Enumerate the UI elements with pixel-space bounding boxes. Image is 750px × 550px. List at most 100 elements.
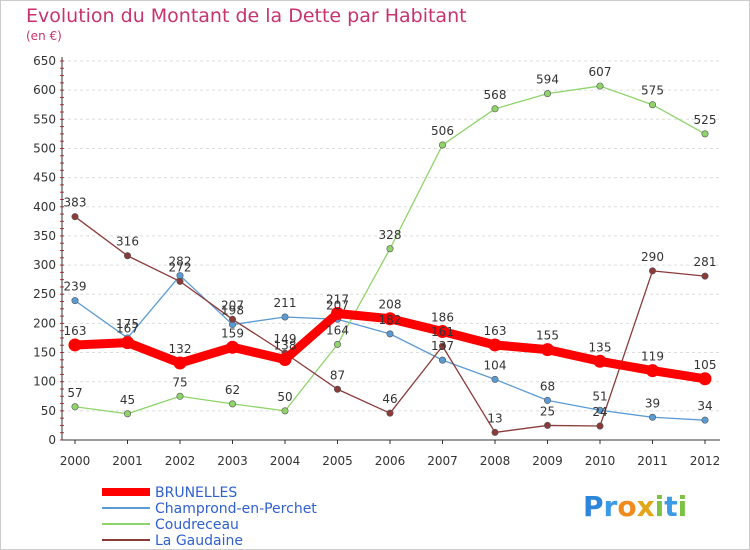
- data-point-0-7: [436, 325, 449, 339]
- x-tick-label-2009: 2009: [532, 454, 563, 468]
- x-tick-label-2001: 2001: [112, 454, 143, 468]
- legend-label-0: BRUNELLES: [155, 485, 237, 501]
- data-point-3-11: [648, 267, 656, 275]
- data-point-0-8: [488, 338, 502, 352]
- chart-subtitle: (en €): [26, 29, 62, 43]
- x-tick-label-2008: 2008: [480, 454, 511, 468]
- data-point-0-4: [278, 353, 292, 367]
- x-tick-label-2006: 2006: [375, 454, 406, 468]
- data-label-2-12: 525: [694, 113, 717, 127]
- data-point-0-1: [121, 336, 134, 350]
- y-tick-label-200: 200: [33, 316, 56, 330]
- data-label-2-0: 57: [67, 386, 82, 400]
- data-label-2-9: 594: [536, 73, 559, 87]
- data-point-3-10: [596, 422, 604, 430]
- data-label-0-12: 105: [694, 358, 717, 372]
- data-point-0-10: [593, 354, 607, 368]
- data-label-0-1: 167: [116, 322, 139, 336]
- data-point-1-7: [438, 356, 446, 364]
- y-tick-label-50: 50: [41, 404, 56, 418]
- y-tick-label-600: 600: [33, 83, 56, 97]
- y-tick-label-250: 250: [33, 287, 56, 301]
- chart-title: Evolution du Montant de la Dette par Hab…: [26, 5, 467, 27]
- data-label-2-6: 328: [379, 228, 402, 242]
- x-tick-label-2007: 2007: [427, 454, 458, 468]
- data-point-1-11: [648, 413, 656, 421]
- y-tick-label-400: 400: [33, 200, 56, 214]
- x-tick-label-2012: 2012: [690, 454, 721, 468]
- data-label-1-4: 211: [274, 296, 297, 310]
- data-point-0-2: [173, 356, 187, 370]
- logo-letter: o: [617, 490, 636, 523]
- data-point-2-0: [71, 403, 79, 411]
- logo-letter: P: [583, 490, 604, 523]
- y-tick-label-300: 300: [33, 258, 56, 272]
- data-point-3-2: [176, 277, 184, 285]
- data-label-1-3: 198: [221, 304, 244, 318]
- legend-label-1: Champrond-en-Perchet: [155, 501, 317, 517]
- data-label-0-3: 159: [221, 326, 244, 340]
- data-label-3-1: 316: [116, 235, 139, 249]
- data-point-1-10: [596, 406, 604, 414]
- data-point-2-3: [229, 400, 237, 408]
- data-point-2-5: [333, 340, 341, 348]
- data-point-0-6: [383, 312, 397, 326]
- data-label-0-6: 208: [379, 298, 402, 312]
- y-tick-label-350: 350: [33, 229, 56, 243]
- data-label-1-0: 239: [64, 280, 87, 294]
- series-layer: [68, 82, 712, 436]
- x-tick-label-2011: 2011: [637, 454, 668, 468]
- proxiti-logo: Proxiti: [583, 490, 687, 523]
- data-label-3-12: 281: [694, 255, 717, 269]
- data-label-2-2: 75: [172, 375, 187, 389]
- data-label-2-3: 62: [225, 383, 240, 397]
- y-tick-label-650: 650: [33, 54, 56, 68]
- data-label-1-12: 34: [697, 399, 712, 413]
- legend-label-3: La Gaudaine: [155, 533, 243, 549]
- data-point-1-9: [543, 396, 551, 404]
- data-point-3-5: [333, 385, 341, 393]
- data-label-2-11: 575: [641, 84, 664, 98]
- data-point-3-3: [229, 315, 237, 323]
- data-point-2-6: [386, 245, 394, 253]
- data-point-0-5: [331, 306, 344, 320]
- data-point-1-8: [491, 375, 499, 383]
- data-label-2-4: 50: [277, 390, 292, 404]
- data-point-1-12: [701, 416, 709, 424]
- data-label-0-11: 119: [641, 350, 664, 364]
- data-label-1-10: 51: [592, 389, 607, 403]
- data-label-3-7: 161: [431, 325, 454, 339]
- data-point-1-6: [386, 330, 394, 338]
- data-point-3-8: [491, 428, 499, 436]
- data-point-0-0: [68, 338, 82, 352]
- data-label-1-8: 104: [484, 358, 507, 372]
- data-labels: 239 175 282 198 211 207 182 137 104 68 51 39 34 57 45 7…: [64, 65, 717, 425]
- data-label-0-9: 155: [536, 329, 559, 343]
- x-tick-label-2003: 2003: [217, 454, 248, 468]
- data-label-0-2: 132: [169, 342, 192, 356]
- data-point-2-1: [124, 410, 132, 418]
- data-point-0-11: [646, 364, 659, 378]
- data-label-3-5: 87: [330, 368, 345, 382]
- data-label-1-7: 137: [431, 339, 454, 353]
- data-point-2-9: [543, 90, 551, 98]
- y-tick-label-100: 100: [33, 375, 56, 389]
- data-label-0-7: 186: [431, 311, 454, 325]
- data-label-3-2: 272: [169, 260, 192, 274]
- data-label-1-2: 282: [169, 255, 192, 269]
- data-point-0-9: [541, 343, 554, 357]
- x-tick-label-2010: 2010: [585, 454, 616, 468]
- data-point-2-7: [438, 141, 446, 149]
- series-coudreceau: [71, 82, 709, 418]
- data-label-3-4: 149: [274, 332, 297, 346]
- x-tick-label-2005: 2005: [322, 454, 353, 468]
- y-tick-label-0: 0: [48, 433, 56, 447]
- data-point-3-7: [438, 342, 446, 350]
- data-point-1-4: [281, 313, 289, 321]
- x-tick-label-2002: 2002: [165, 454, 196, 468]
- data-label-0-8: 163: [484, 324, 507, 338]
- data-label-0-0: 163: [64, 324, 87, 338]
- data-label-3-9: 25: [540, 404, 555, 418]
- data-label-0-5: 217: [326, 292, 349, 306]
